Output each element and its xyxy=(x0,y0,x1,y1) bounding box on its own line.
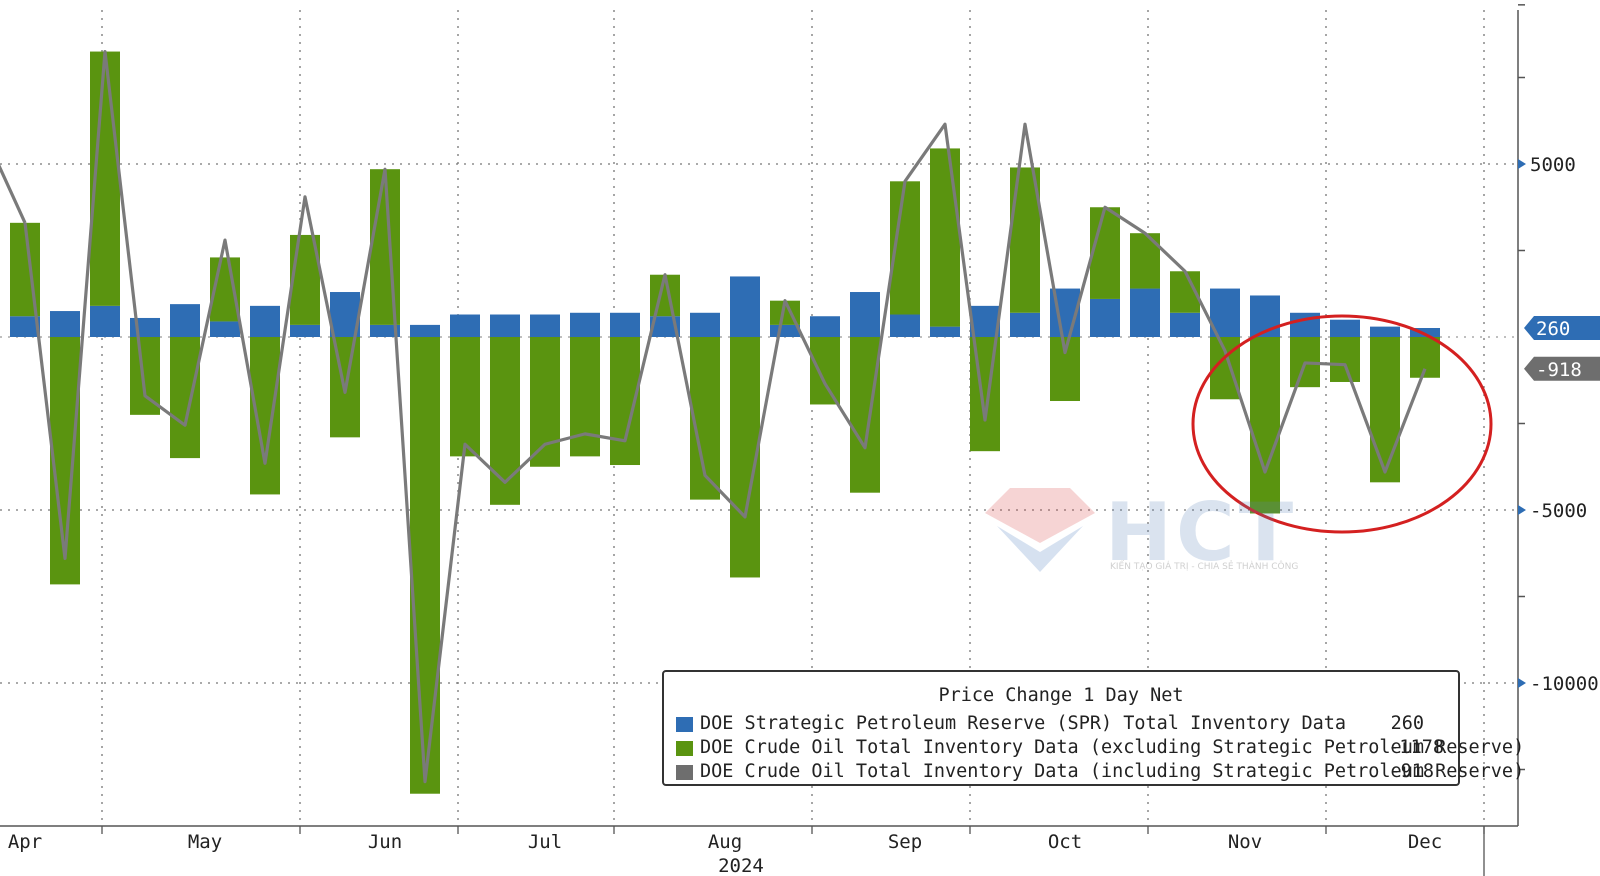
bar-spr xyxy=(1170,312,1200,337)
watermark-subtitle: KIẾN TẠO GIÁ TRỊ - CHIA SẺ THÀNH CÔNG xyxy=(1110,562,1299,572)
legend: Price Change 1 Day Net DOE Strategic Pet… xyxy=(662,670,1524,786)
y-tick-marker xyxy=(1518,678,1526,688)
bar-spr xyxy=(1410,328,1440,337)
legend-label: DOE Crude Oil Total Inventory Data (incl… xyxy=(700,761,1525,782)
x-tick-label: Oct xyxy=(1048,831,1082,853)
legend-swatch xyxy=(676,741,693,756)
legend-value: 260 xyxy=(1390,713,1424,734)
legend-swatch xyxy=(676,717,693,732)
bar-crude-excl-spr xyxy=(810,337,840,405)
legend-value: -918 xyxy=(1389,761,1434,782)
watermark-logo xyxy=(985,488,1095,576)
bar-spr xyxy=(930,326,960,337)
legend-title: Price Change 1 Day Net xyxy=(938,685,1184,706)
bar-spr xyxy=(570,312,600,337)
bar-spr xyxy=(10,316,40,337)
bar-crude-excl-spr xyxy=(410,337,440,794)
bar-spr xyxy=(290,324,320,337)
last-value-tag: -918 xyxy=(1524,356,1600,381)
bar-crude-excl-spr xyxy=(850,337,880,493)
x-tick-label: Jul xyxy=(528,831,562,853)
bar-spr xyxy=(50,311,80,337)
bar-crude-excl-spr xyxy=(570,337,600,457)
x-tick-label: Sep xyxy=(888,831,922,853)
bar-spr xyxy=(410,324,440,337)
bar-spr xyxy=(650,316,680,337)
bar-spr xyxy=(850,292,880,337)
bar-crude-excl-spr xyxy=(1370,337,1400,483)
bar-crude-excl-spr xyxy=(1090,207,1120,299)
bar-spr xyxy=(730,276,760,337)
x-tick-label: Aug xyxy=(708,831,742,853)
y-tick-marker xyxy=(1518,505,1526,515)
bar-crude-excl-spr xyxy=(170,337,200,459)
bar-crude-excl-spr xyxy=(450,337,480,457)
last-value-tag: 260 xyxy=(1524,316,1600,341)
y-tick-label: -10000 xyxy=(1530,673,1599,695)
y-tick-marker xyxy=(1518,159,1526,169)
bar-spr xyxy=(90,305,120,337)
bar-spr xyxy=(170,304,200,337)
bar-spr xyxy=(810,316,840,337)
bar-crude-excl-spr xyxy=(530,337,560,467)
bar-spr xyxy=(1010,312,1040,337)
bar-spr xyxy=(770,324,800,337)
legend-swatch xyxy=(676,765,693,780)
bar-spr xyxy=(210,321,240,337)
last-value-tag-shape xyxy=(1524,356,1600,381)
bar-crude-excl-spr xyxy=(930,148,960,327)
y-tick-label: -5000 xyxy=(1530,500,1587,522)
bar-crude-excl-spr xyxy=(1330,337,1360,382)
bar-spr xyxy=(610,312,640,337)
legend-value: -1178 xyxy=(1388,737,1444,758)
bar-spr xyxy=(130,317,160,337)
bar-spr xyxy=(450,314,480,337)
last-value-tag-label: 260 xyxy=(1536,318,1570,340)
x-tick-label: Apr xyxy=(8,831,42,853)
bar-spr xyxy=(1130,288,1160,337)
bar-spr xyxy=(530,314,560,337)
bar-spr xyxy=(690,312,720,337)
legend-entry-spr: DOE Strategic Petroleum Reserve (SPR) To… xyxy=(676,712,1444,736)
annotation-layer xyxy=(1191,314,1493,534)
line-total-lead xyxy=(0,164,27,224)
bar-spr xyxy=(1090,298,1120,337)
bar-spr xyxy=(970,305,1000,337)
watermark-text: HCT xyxy=(1105,486,1298,579)
legend-entry-excl-spr: DOE Crude Oil Total Inventory Data (excl… xyxy=(676,736,1524,760)
highlight-ellipse xyxy=(1191,314,1493,534)
x-tick-label: May xyxy=(188,831,222,853)
legend-label: DOE Crude Oil Total Inventory Data (excl… xyxy=(700,737,1525,758)
y-tick-label: 5000 xyxy=(1530,154,1576,176)
bar-spr xyxy=(250,305,280,337)
x-year-label: 2024 xyxy=(718,855,764,876)
legend-label: DOE Strategic Petroleum Reserve (SPR) To… xyxy=(700,713,1347,734)
bar-spr xyxy=(1370,326,1400,337)
bar-spr xyxy=(890,314,920,337)
x-tick-label: Dec xyxy=(1408,831,1442,853)
legend-entry-incl-spr: DOE Crude Oil Total Inventory Data (incl… xyxy=(676,760,1524,784)
last-value-tag-shape xyxy=(1524,316,1600,341)
bar-spr xyxy=(490,314,520,337)
x-tick-label: Jun xyxy=(368,831,402,853)
last-value-tag-label: -918 xyxy=(1536,359,1582,381)
bar-spr xyxy=(370,324,400,337)
axis-layer: 5000 -5000 -10000 Apr May Jun Jul Aug Sep Oct Nov D… xyxy=(0,4,1600,876)
bar-crude-excl-spr xyxy=(250,337,280,495)
bar-crude-excl-spr xyxy=(1250,337,1280,514)
bar-crude-excl-spr xyxy=(490,337,520,505)
line-layer xyxy=(0,49,1427,784)
line-crude-incl-spr xyxy=(23,49,1427,784)
bar-spr xyxy=(1330,319,1360,337)
x-tick-label: Nov xyxy=(1228,831,1262,853)
